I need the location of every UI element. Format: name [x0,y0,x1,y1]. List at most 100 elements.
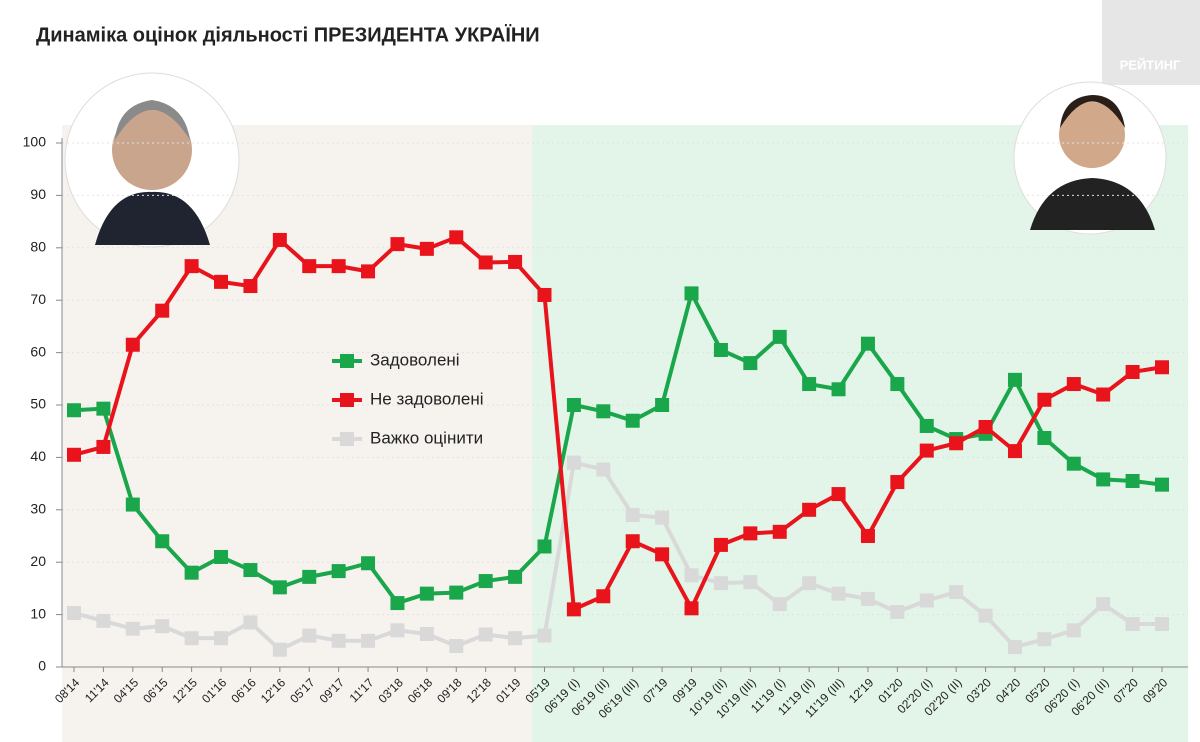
point [155,534,170,549]
point [919,418,934,433]
point [449,585,464,600]
point [919,593,934,608]
point [566,398,581,412]
point [831,487,846,502]
point [1096,472,1111,487]
point [155,303,170,318]
point [1125,617,1140,632]
point [537,287,552,302]
point [1096,597,1111,612]
point [390,623,405,638]
point [919,443,934,458]
point [331,564,346,579]
point [802,377,817,392]
y-tick-label: 60 [30,343,46,359]
point [1037,431,1052,446]
point [860,529,875,543]
point [949,436,964,451]
point [390,237,405,252]
point [272,642,287,657]
y-tick-label: 100 [23,134,47,150]
point [243,563,258,578]
point [1037,632,1052,647]
point [302,569,317,584]
point [243,615,258,630]
legend-marker [340,354,354,368]
point [67,447,81,462]
point [1155,477,1169,492]
y-tick-label: 0 [38,658,46,674]
point [831,586,846,601]
point [361,633,376,648]
point [713,576,728,591]
point [713,537,728,552]
point [949,585,964,600]
point [684,286,699,301]
point [655,510,670,525]
point [890,475,905,490]
point [184,631,199,646]
legend-marker [340,432,354,446]
point [96,401,111,416]
point [802,502,817,517]
point [596,589,611,604]
point [978,608,993,623]
y-tick-label: 50 [30,396,46,412]
point [743,526,758,541]
point [302,628,317,643]
point [302,259,317,274]
point [1096,387,1111,402]
y-tick-label: 20 [30,553,46,569]
chart-title: Динаміка оцінок діяльності ПРЕЗИДЕНТА УК… [36,23,540,46]
point [596,404,611,419]
point [508,254,523,269]
point [537,628,552,643]
point [419,241,434,256]
point [655,547,670,562]
point [713,342,728,357]
legend-label: Не задоволені [370,389,484,408]
legend-label: Задоволені [370,350,460,369]
point [743,575,758,590]
logo: РЕЙТИНГ [1120,57,1181,72]
point [214,274,229,289]
point [390,596,405,611]
point [155,619,170,634]
point [508,631,523,646]
point [67,606,81,621]
point [125,621,140,636]
y-tick-label: 70 [30,291,46,307]
point [537,539,552,554]
point [890,604,905,619]
point [655,398,670,412]
point [449,230,464,245]
point [1037,392,1052,407]
point [361,556,376,571]
point [449,639,464,654]
point [1155,360,1169,375]
point [419,626,434,641]
point [684,568,699,583]
point [1155,617,1169,632]
point [125,337,140,352]
point [478,627,493,642]
point [860,591,875,606]
point [67,403,81,418]
point [566,455,581,470]
point [802,576,817,591]
point [184,259,199,274]
point [1125,473,1140,488]
point [1066,456,1081,471]
point [214,549,229,564]
logo-box [1102,0,1200,85]
point [978,420,993,435]
y-tick-label: 40 [30,448,46,464]
point [361,264,376,279]
y-tick-label: 80 [30,239,46,255]
y-tick-label: 30 [30,501,46,517]
point [890,377,905,392]
point [772,524,787,539]
point [508,569,523,584]
point [1007,372,1022,387]
